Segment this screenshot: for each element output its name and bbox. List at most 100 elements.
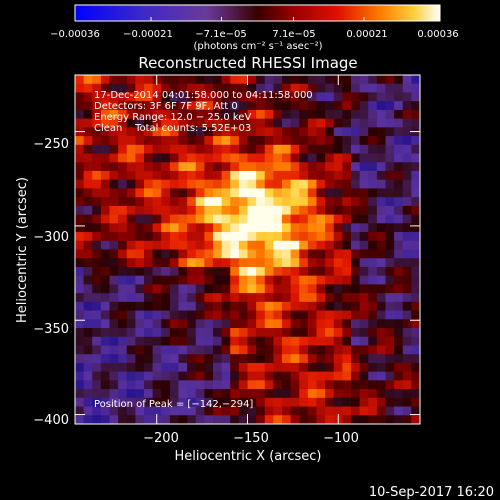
- heatmap-cell: [282, 101, 292, 111]
- heatmap-cell: [83, 144, 93, 155]
- heatmap-cell: [187, 170, 197, 181]
- heatmap-cell: [368, 301, 378, 312]
- heatmap-cell: [273, 232, 283, 242]
- heatmap-cell: [333, 345, 343, 355]
- heatmap-cell: [351, 127, 361, 137]
- heatmap-cell: [299, 354, 309, 364]
- heatmap-cell: [238, 284, 249, 294]
- heatmap-cell: [195, 310, 205, 320]
- heatmap-cell: [152, 328, 162, 338]
- heatmap-cell: [402, 232, 412, 242]
- heatmap-cell: [264, 336, 274, 346]
- heatmap-cell: [359, 266, 369, 277]
- heatmap-cell: [100, 214, 111, 224]
- heatmap-cell: [178, 101, 188, 111]
- heatmap-cell: [368, 240, 378, 250]
- heatmap-cell: [100, 179, 111, 189]
- heatmap-cell: [161, 371, 171, 381]
- heatmap-cell: [118, 118, 128, 128]
- heatmap-cell: [394, 380, 404, 390]
- heatmap-cell: [83, 136, 93, 146]
- heatmap-cell: [118, 144, 128, 155]
- heatmap-cell: [394, 336, 404, 346]
- heatmap-cell: [126, 397, 136, 408]
- heatmap-cell: [342, 275, 352, 285]
- heatmap-cell: [351, 136, 361, 146]
- heatmap-cell: [230, 179, 240, 189]
- heatmap-cell: [92, 214, 102, 224]
- heatmap-cell: [83, 319, 93, 329]
- heatmap-cell: [238, 144, 249, 155]
- heatmap-cell: [402, 205, 412, 216]
- colorbar-tick-label: −0.00036: [50, 29, 100, 40]
- heatmap-cell: [299, 214, 309, 224]
- heatmap-cell: [109, 75, 119, 85]
- heatmap-cell: [359, 214, 369, 224]
- heatmap-cell: [307, 162, 318, 172]
- heatmap-cell: [187, 354, 197, 364]
- heatmap-cell: [247, 328, 257, 338]
- heatmap-cell: [307, 275, 318, 285]
- heatmap-cell: [195, 118, 205, 128]
- heatmap-cell: [195, 275, 205, 285]
- heatmap-cell: [144, 223, 154, 233]
- heatmap-cell: [316, 136, 326, 146]
- heatmap-cell: [325, 266, 335, 277]
- heatmap-cell: [282, 389, 292, 399]
- heatmap-cell: [247, 389, 257, 399]
- heatmap-cell: [213, 371, 223, 381]
- heatmap-cell: [359, 336, 369, 346]
- heatmap-cell: [333, 109, 343, 120]
- heatmap-cell: [402, 380, 412, 390]
- heatmap-cell: [178, 258, 188, 268]
- heatmap-cell: [290, 389, 300, 399]
- heatmap-cell: [342, 284, 352, 294]
- heatmap-cell: [325, 92, 335, 102]
- heatmap-cell: [92, 223, 102, 233]
- heatmap-cell: [126, 389, 136, 399]
- heatmap-cell: [118, 205, 128, 216]
- heatmap-cell: [109, 371, 119, 381]
- heatmap-cell: [316, 92, 326, 102]
- heatmap-cell: [325, 214, 335, 224]
- heatmap-cell: [333, 310, 343, 320]
- heatmap-cell: [161, 319, 171, 329]
- heatmap-cell: [204, 371, 214, 381]
- heatmap-cell: [118, 162, 128, 172]
- heatmap-cell: [178, 362, 188, 373]
- heatmap-cell: [75, 109, 85, 120]
- heatmap-cell: [342, 397, 352, 408]
- heatmap-cell: [126, 354, 136, 364]
- x-tick-label: −100: [323, 431, 359, 446]
- heatmap-cell: [264, 118, 274, 128]
- heatmap-cell: [402, 310, 412, 320]
- heatmap-cell: [316, 328, 326, 338]
- heatmap-cell: [109, 92, 119, 102]
- heatmap-cell: [351, 397, 361, 408]
- heatmap-cell: [230, 389, 240, 399]
- heatmap-cell: [316, 127, 326, 137]
- heatmap-cell: [376, 75, 387, 85]
- heatmap-cell: [333, 266, 343, 277]
- heatmap-cell: [247, 109, 257, 120]
- heatmap-cell: [290, 310, 300, 320]
- heatmap-cell: [109, 109, 119, 120]
- heatmap-cell: [195, 109, 205, 120]
- heatmap-cell: [230, 301, 240, 312]
- heatmap-cell: [264, 415, 274, 424]
- heatmap-cell: [126, 232, 136, 242]
- heatmap-cell: [109, 101, 119, 111]
- heatmap-cell: [100, 101, 111, 111]
- heatmap-cell: [402, 179, 412, 189]
- heatmap-cell: [204, 345, 214, 355]
- heatmap-cell: [144, 293, 154, 303]
- heatmap-cell: [169, 293, 180, 303]
- heatmap-cell: [100, 293, 111, 303]
- heatmap-cell: [126, 310, 136, 320]
- heatmap-cell: [169, 397, 180, 408]
- heatmap-cell: [204, 284, 214, 294]
- heatmap-cell: [411, 284, 420, 294]
- heatmap-cell: [290, 380, 300, 390]
- heatmap-cell: [351, 162, 361, 172]
- heatmap-cell: [256, 328, 266, 338]
